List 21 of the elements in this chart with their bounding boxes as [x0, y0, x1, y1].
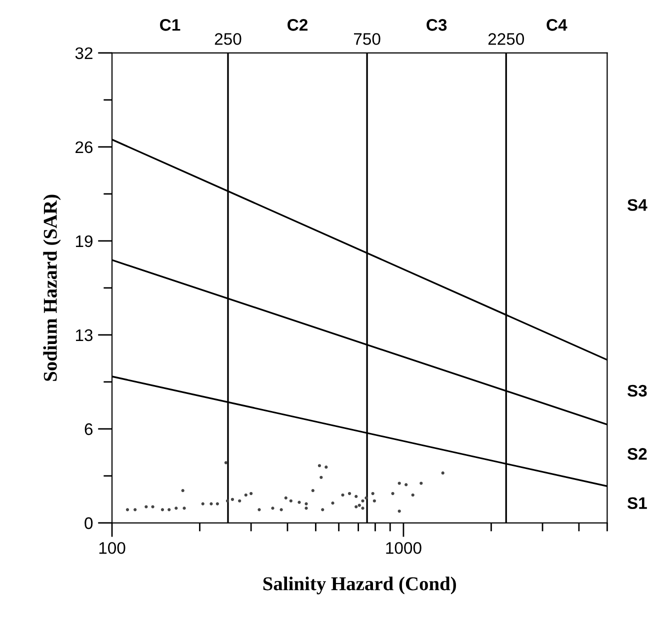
ref-line-label: 750: [354, 33, 380, 45]
x-tick-label: 1000: [386, 542, 422, 554]
text: C3: [426, 19, 447, 31]
text: S4: [627, 199, 648, 211]
text: C1: [160, 19, 180, 31]
x-tick-label: 100: [99, 542, 126, 554]
y-axis-title: Sodium Hazard (SAR): [43, 194, 61, 381]
text: S2: [627, 448, 647, 460]
ref-line-label: 250: [214, 33, 242, 45]
text: S3: [627, 384, 647, 397]
ref-line-label: 2250: [488, 33, 524, 45]
y-tick-label: 26: [76, 141, 93, 154]
text: S1: [627, 497, 647, 510]
y-tick-label: 6: [84, 423, 93, 436]
text: C4: [546, 19, 568, 31]
y-tick-label: 13: [76, 329, 93, 342]
x-axis-title: Salinity Hazard (Cond): [263, 576, 456, 594]
y-tick-label: 19: [76, 235, 92, 248]
y-tick-label: 32: [75, 47, 92, 60]
y-tick-label: 0: [84, 517, 93, 530]
text: C2: [288, 19, 308, 31]
